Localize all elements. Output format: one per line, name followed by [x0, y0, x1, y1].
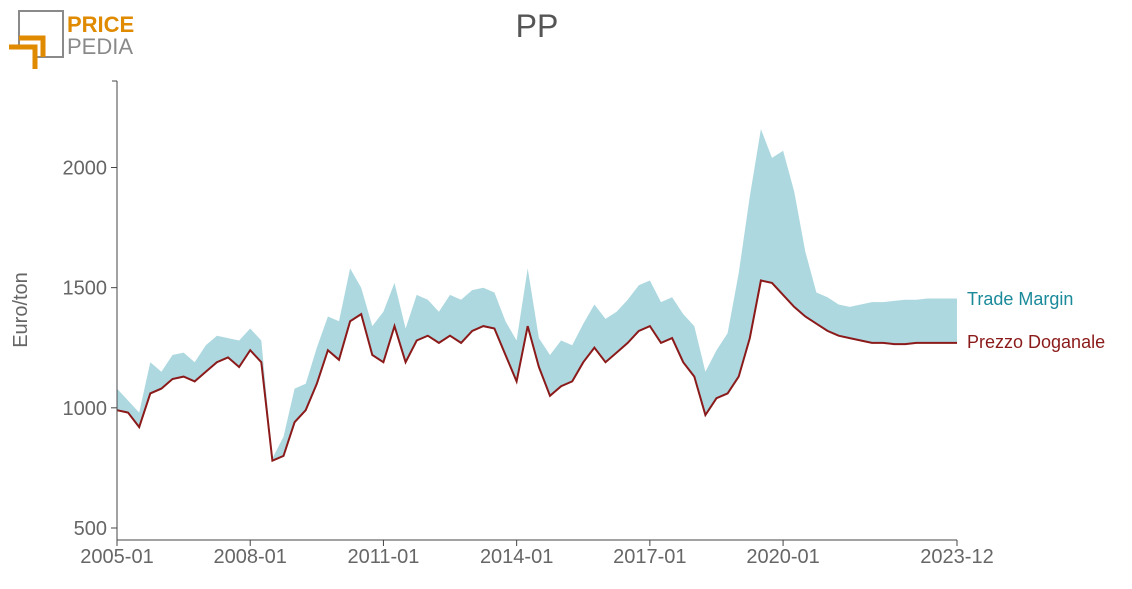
- series-label-prezzo-doganale: Prezzo Doganale: [967, 332, 1105, 352]
- y-tick-label: 500: [74, 518, 107, 540]
- x-tick-label: 2014-01: [480, 546, 553, 568]
- x-tick-label: 2005-01: [80, 546, 153, 568]
- y-tick-label: 1000: [63, 398, 108, 420]
- y-axis-label: Euro/ton: [10, 272, 32, 348]
- logo-text-price: PRICE: [67, 12, 134, 37]
- series-label-trade-margin: Trade Margin: [967, 289, 1073, 309]
- x-tick-label: 2023-12: [920, 546, 993, 568]
- x-tick-label: 2020-01: [746, 546, 819, 568]
- x-tick-label: 2011-01: [347, 546, 419, 568]
- chart-title: PP: [516, 8, 559, 44]
- pricepedia-logo: PRICE PEDIA: [6, 9, 146, 73]
- logo-mark-grey: [18, 10, 64, 58]
- x-tick-label: 2017-01: [613, 546, 686, 568]
- y-tick-label: 2000: [63, 158, 108, 180]
- series-area-trade-margin: [117, 129, 957, 461]
- series-line-prezzo-doganale: [116, 279, 957, 463]
- x-tick-label: 2008-01: [214, 546, 287, 568]
- axes: 500 1000 1500 2000 2005-01 2008-01 2011-01 2014…: [63, 80, 994, 568]
- logo-mark-orange-outer: [9, 44, 38, 69]
- y-tick-label: 1500: [63, 278, 108, 300]
- logo-text-pedia: PEDIA: [67, 34, 133, 59]
- plot-area: [116, 129, 957, 463]
- logo-mark-orange-inner: [19, 35, 46, 57]
